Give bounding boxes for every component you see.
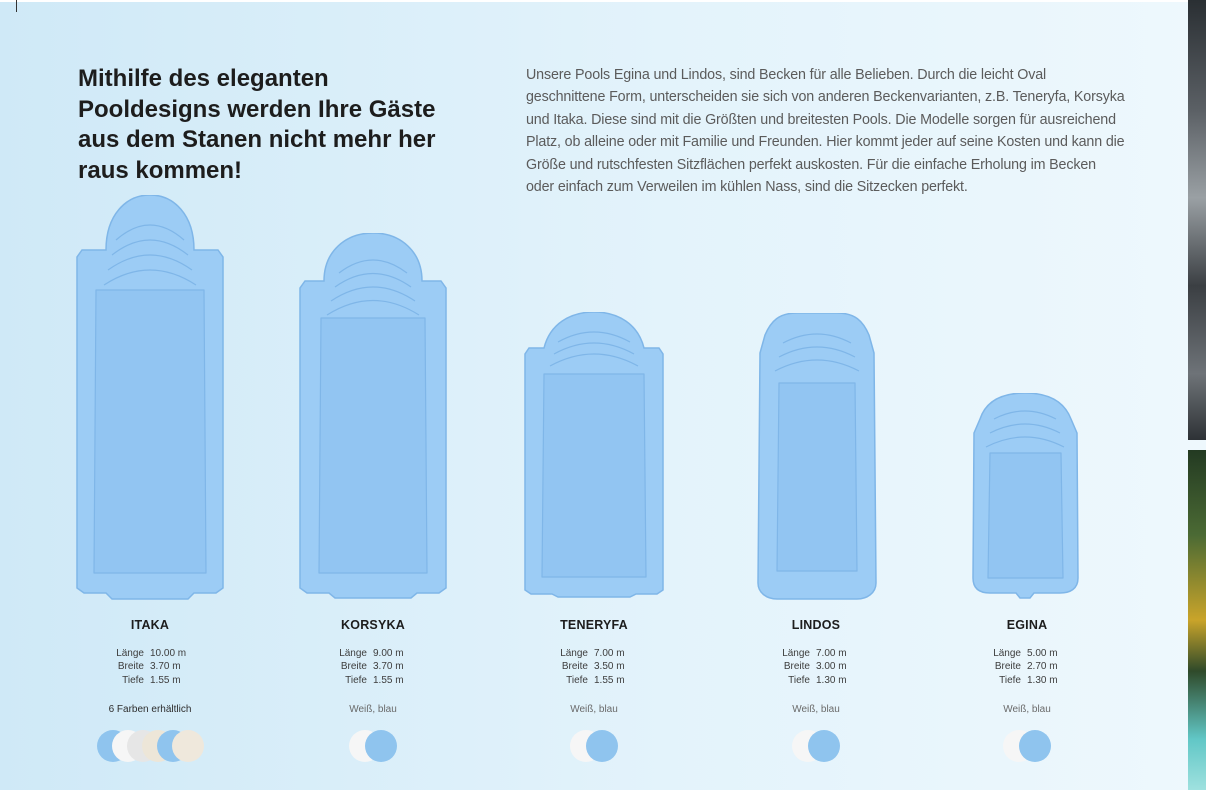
spec-label: Länge bbox=[993, 648, 1021, 659]
top-border bbox=[0, 0, 1188, 2]
spec-value: 1.30 m bbox=[816, 674, 847, 686]
spec-table: Länge 7.00 m Breite 3.50 m Tiefe 1.55 m bbox=[494, 647, 694, 687]
spec-label: Länge bbox=[560, 648, 588, 659]
colors-note: Weiß, blau bbox=[792, 704, 840, 716]
spec-label: Tiefe bbox=[345, 674, 367, 686]
spec-row-width: Breite 3.70 m bbox=[50, 660, 250, 673]
color-swatch bbox=[808, 730, 840, 763]
model-lindos: LINDOS Länge 7.00 m Breite 3.00 m Tiefe 1.3… bbox=[716, 618, 916, 763]
spec-value: 3.50 m bbox=[594, 661, 625, 673]
color-swatch bbox=[171, 730, 204, 763]
spec-row-width: Breite 3.50 m bbox=[494, 660, 694, 673]
spec-label: Länge bbox=[116, 648, 144, 659]
spec-value: 3.00 m bbox=[816, 661, 847, 673]
spec-label: Tiefe bbox=[566, 674, 588, 686]
spec-label: Tiefe bbox=[788, 674, 810, 686]
model-egina: EGINA Länge 5.00 m Breite 2.70 m Tiefe 1.30… bbox=[927, 618, 1127, 763]
model-name: ITAKA bbox=[130, 618, 170, 632]
model-itaka: ITAKA Länge 10.00 m Breite 3.70 m Tiefe 1.5… bbox=[50, 618, 250, 763]
spec-row-width: Breite 3.00 m bbox=[716, 660, 916, 673]
spec-label: Breite bbox=[994, 661, 1021, 673]
spec-row-length: Länge 9.00 m bbox=[273, 647, 473, 660]
pool-image-lindos bbox=[757, 313, 877, 600]
pool-image-itaka bbox=[76, 195, 224, 600]
spec-row-width: Breite 2.70 m bbox=[927, 660, 1127, 673]
model-korsyka: KORSYKA Länge 9.00 m Breite 3.70 m Tiefe 1.… bbox=[273, 618, 473, 763]
spec-value: 5.00 m bbox=[1027, 648, 1058, 659]
color-swatch bbox=[1019, 730, 1051, 763]
spec-table: Länge 9.00 m Breite 3.70 m Tiefe 1.55 m bbox=[273, 647, 473, 687]
spec-table: Länge 5.00 m Breite 2.70 m Tiefe 1.30 m bbox=[927, 647, 1127, 687]
spec-table: Länge 7.00 m Breite 3.00 m Tiefe 1.30 m bbox=[716, 647, 916, 687]
spec-value: 9.00 m bbox=[373, 648, 404, 659]
spec-row-length: Länge 7.00 m bbox=[716, 647, 916, 660]
spec-label: Breite bbox=[561, 661, 588, 673]
spec-value: 7.00 m bbox=[816, 648, 847, 659]
spec-value: 1.55 m bbox=[594, 674, 625, 686]
spec-row-depth: Tiefe 1.30 m bbox=[716, 674, 916, 687]
pool-image-korsyka bbox=[299, 233, 447, 599]
spec-row-length: Länge 5.00 m bbox=[927, 647, 1127, 660]
spec-label: Tiefe bbox=[999, 674, 1021, 686]
spec-label: Tiefe bbox=[122, 674, 144, 686]
spec-row-depth: Tiefe 1.55 m bbox=[494, 674, 694, 687]
spec-value: 1.30 m bbox=[1027, 674, 1058, 686]
model-name: LINDOS bbox=[791, 618, 841, 632]
color-swatch bbox=[586, 730, 618, 763]
spec-value: 7.00 m bbox=[594, 648, 625, 659]
color-swatch bbox=[365, 730, 397, 763]
spec-label: Breite bbox=[340, 661, 367, 673]
spec-row-length: Länge 7.00 m bbox=[494, 647, 694, 660]
spec-row-length: Länge 10.00 m bbox=[50, 647, 250, 660]
pool-image-teneryfa bbox=[524, 312, 664, 598]
spec-row-width: Breite 3.70 m bbox=[273, 660, 473, 673]
spec-value: 10.00 m bbox=[150, 648, 187, 659]
side-photo-bottom bbox=[1188, 450, 1206, 790]
color-swatches bbox=[349, 730, 397, 763]
spec-table: Länge 10.00 m Breite 3.70 m Tiefe 1.55 m bbox=[50, 647, 250, 687]
spec-label: Breite bbox=[783, 661, 810, 673]
colors-note: Weiß, blau bbox=[570, 704, 618, 716]
color-swatches bbox=[1003, 730, 1051, 763]
model-name: KORSYKA bbox=[341, 618, 405, 632]
color-swatches bbox=[570, 730, 618, 763]
spec-value: 3.70 m bbox=[150, 661, 181, 673]
spec-label: Länge bbox=[782, 648, 810, 659]
color-swatches bbox=[96, 730, 204, 763]
color-swatches bbox=[792, 730, 840, 763]
colors-note: Weiß, blau bbox=[1003, 704, 1051, 716]
model-teneryfa: TENERYFA Länge 7.00 m Breite 3.50 m Tiefe 1… bbox=[494, 618, 694, 763]
spec-value: 2.70 m bbox=[1027, 661, 1058, 673]
model-name: EGINA bbox=[1006, 618, 1048, 632]
spec-label: Länge bbox=[339, 648, 367, 659]
colors-note: 6 Farben erhältlich bbox=[108, 704, 192, 716]
spec-row-depth: Tiefe 1.30 m bbox=[927, 674, 1127, 687]
side-photo-top bbox=[1188, 0, 1206, 440]
model-name: TENERYFA bbox=[560, 618, 628, 632]
spec-row-depth: Tiefe 1.55 m bbox=[273, 674, 473, 687]
spec-value: 1.55 m bbox=[373, 674, 404, 686]
colors-note: Weiß, blau bbox=[349, 704, 397, 716]
headline: Mithilfe des eleganten Pooldesigns werde… bbox=[78, 65, 436, 184]
intro-text: Unsere Pools Egina und Lindos, sind Beck… bbox=[526, 67, 1125, 196]
crop-mark bbox=[16, 0, 17, 12]
pool-image-egina bbox=[972, 393, 1079, 599]
spec-value: 1.55 m bbox=[150, 674, 181, 686]
spec-label: Breite bbox=[117, 661, 144, 673]
spec-value: 3.70 m bbox=[373, 661, 404, 673]
spec-row-depth: Tiefe 1.55 m bbox=[50, 674, 250, 687]
